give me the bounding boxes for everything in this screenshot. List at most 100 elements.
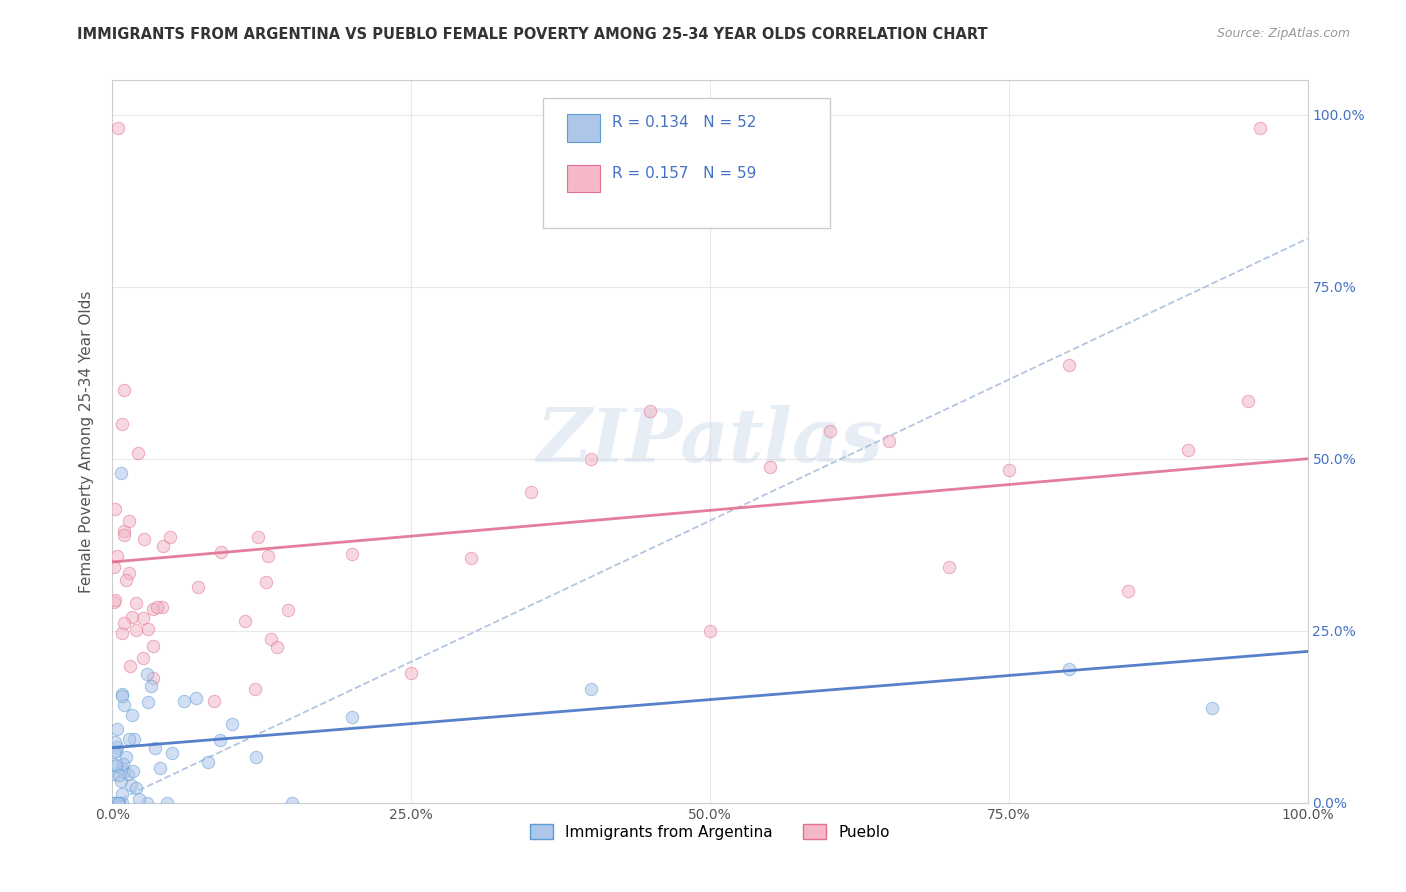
Point [110,773,132,788]
Point [120,659,142,673]
Point [579,682,602,697]
Point [114,527,135,541]
Point [110,466,132,480]
Point [108,768,131,782]
Point [1057,662,1080,676]
Point [103,796,125,810]
Point [114,749,136,764]
Point [103,595,125,609]
Point [118,566,141,580]
Point [340,547,363,561]
Point [1249,121,1271,136]
Point [879,434,901,449]
FancyBboxPatch shape [567,114,600,142]
Point [152,540,174,554]
Point [103,796,125,810]
Point [112,757,135,772]
Point [818,424,841,438]
Point [121,609,143,624]
Point [159,530,181,544]
Point [998,463,1021,477]
Point [135,796,157,810]
Point [281,796,304,810]
Legend: Immigrants from Argentina, Pueblo: Immigrants from Argentina, Pueblo [524,818,896,846]
Point [103,746,125,760]
Point [256,549,278,564]
Point [520,484,543,499]
Point [103,767,125,781]
Point [260,632,283,647]
Y-axis label: Female Poverty Among 25-34 Year Olds: Female Poverty Among 25-34 Year Olds [79,291,94,592]
Point [112,524,135,538]
Point [103,559,125,574]
Point [277,602,299,616]
Point [1177,443,1199,458]
Point [759,459,782,474]
Point [125,596,148,610]
Point [938,560,960,574]
Point [149,761,172,775]
Point [246,531,269,545]
Point [209,545,232,559]
Point [173,694,195,708]
Point [118,514,141,528]
Point [340,710,363,724]
Point [401,666,423,681]
Point [132,610,155,624]
Text: R = 0.157   N = 59: R = 0.157 N = 59 [612,166,756,180]
Point [111,687,134,701]
Point [146,600,169,615]
Point [156,796,179,810]
Point [122,764,145,779]
Point [107,796,129,810]
Point [132,533,155,547]
Point [105,549,128,563]
Point [125,781,148,796]
Point [115,573,138,587]
Point [221,717,243,731]
Point [112,765,135,780]
Point [640,404,662,418]
Point [104,593,127,607]
Point [120,778,142,792]
Point [142,671,165,685]
Point [142,601,165,615]
Point [107,121,129,136]
Point [187,580,209,594]
Point [245,750,267,764]
Point [125,623,148,637]
Point [138,622,160,636]
FancyBboxPatch shape [543,98,830,228]
Point [145,741,167,756]
Point [108,796,131,810]
Point [150,600,173,615]
Point [111,417,134,432]
Point [114,383,135,397]
Point [1057,358,1080,372]
Point [103,735,125,749]
Point [105,759,128,773]
Text: Source: ZipAtlas.com: Source: ZipAtlas.com [1216,27,1350,40]
Point [117,767,139,781]
Point [699,624,721,639]
Point [136,666,159,681]
Point [127,446,149,460]
Point [105,739,128,754]
Point [108,796,131,810]
Point [114,615,135,630]
Point [111,690,134,704]
FancyBboxPatch shape [567,165,600,193]
Point [460,551,482,566]
Point [233,614,256,628]
Point [128,792,150,806]
Point [105,723,128,737]
Point [131,651,153,665]
Point [1201,701,1223,715]
Point [266,640,288,654]
Point [104,502,127,516]
Point [118,731,141,746]
Point [197,755,219,769]
Point [112,698,135,713]
Text: ZIPatlas: ZIPatlas [537,405,883,478]
Point [245,682,267,697]
